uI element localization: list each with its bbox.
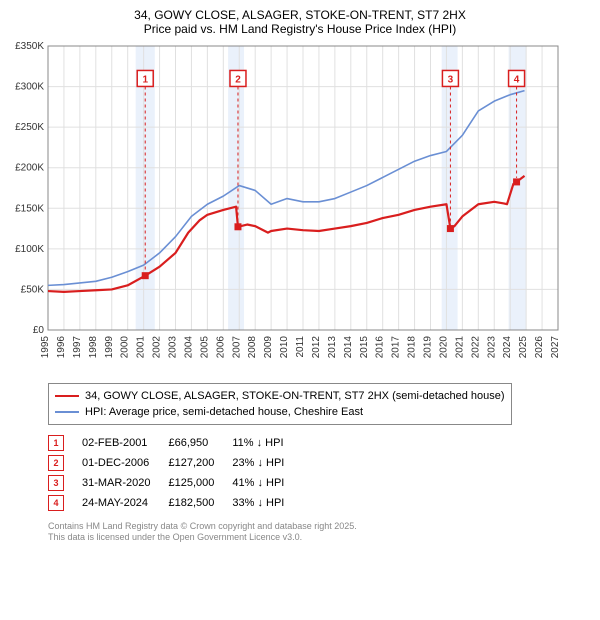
svg-text:2022: 2022: [470, 336, 481, 359]
title-line1: 34, GOWY CLOSE, ALSAGER, STOKE-ON-TRENT,…: [8, 8, 592, 22]
chart-title: 34, GOWY CLOSE, ALSAGER, STOKE-ON-TRENT,…: [8, 8, 592, 36]
event-price: £125,000: [168, 473, 232, 493]
event-date: 02-FEB-2001: [82, 433, 168, 453]
legend: 34, GOWY CLOSE, ALSAGER, STOKE-ON-TRENT,…: [48, 383, 512, 425]
svg-text:£200K: £200K: [15, 163, 44, 174]
legend-label: HPI: Average price, semi-detached house,…: [85, 406, 363, 418]
svg-text:4: 4: [514, 74, 520, 85]
svg-text:2016: 2016: [375, 336, 386, 359]
svg-text:2007: 2007: [231, 336, 242, 359]
svg-text:£0: £0: [33, 325, 45, 336]
svg-text:2027: 2027: [550, 336, 561, 359]
svg-text:2001: 2001: [136, 336, 147, 359]
event-price: £127,200: [168, 453, 232, 473]
event-delta: 23% ↓ HPI: [232, 453, 302, 473]
table-row: 3 31-MAR-2020£125,00041% ↓ HPI: [48, 473, 302, 493]
svg-text:2015: 2015: [359, 336, 370, 359]
fineprint-line2: This data is licensed under the Open Gov…: [48, 532, 592, 543]
svg-text:1999: 1999: [104, 336, 115, 359]
svg-text:2003: 2003: [168, 336, 179, 359]
svg-text:2026: 2026: [534, 336, 545, 359]
table-row: 1 02-FEB-2001£66,95011% ↓ HPI: [48, 433, 302, 453]
svg-text:2002: 2002: [152, 336, 163, 359]
svg-text:3: 3: [448, 74, 454, 85]
legend-row: HPI: Average price, semi-detached house,…: [55, 404, 505, 420]
svg-text:1: 1: [142, 74, 148, 85]
svg-text:£150K: £150K: [15, 203, 44, 214]
table-row: 4 24-MAY-2024£182,50033% ↓ HPI: [48, 493, 302, 513]
svg-text:2018: 2018: [407, 336, 418, 359]
event-delta: 33% ↓ HPI: [232, 493, 302, 513]
event-date: 31-MAR-2020: [82, 473, 168, 493]
title-line2: Price paid vs. HM Land Registry's House …: [8, 22, 592, 36]
legend-swatch: [55, 395, 79, 397]
legend-row: 34, GOWY CLOSE, ALSAGER, STOKE-ON-TRENT,…: [55, 388, 505, 404]
svg-text:2020: 2020: [438, 336, 449, 359]
svg-text:£250K: £250K: [15, 122, 44, 133]
event-delta: 41% ↓ HPI: [232, 473, 302, 493]
legend-swatch: [55, 411, 79, 413]
svg-text:2023: 2023: [486, 336, 497, 359]
event-marker-icon: 4: [48, 495, 64, 511]
event-marker-icon: 2: [48, 455, 64, 471]
legend-label: 34, GOWY CLOSE, ALSAGER, STOKE-ON-TRENT,…: [85, 390, 505, 402]
svg-text:£100K: £100K: [15, 244, 44, 255]
event-date: 24-MAY-2024: [82, 493, 168, 513]
fineprint: Contains HM Land Registry data © Crown c…: [48, 521, 592, 543]
event-table: 1 02-FEB-2001£66,95011% ↓ HPI 2 01-DEC-2006…: [48, 433, 302, 513]
svg-text:2019: 2019: [423, 336, 434, 359]
svg-text:1998: 1998: [88, 336, 99, 359]
svg-text:1996: 1996: [56, 336, 67, 359]
svg-text:2021: 2021: [454, 336, 465, 359]
fineprint-line1: Contains HM Land Registry data © Crown c…: [48, 521, 592, 532]
svg-text:£50K: £50K: [21, 284, 45, 295]
svg-text:2014: 2014: [343, 336, 354, 359]
svg-text:2004: 2004: [183, 336, 194, 359]
event-delta: 11% ↓ HPI: [232, 433, 302, 453]
svg-text:2010: 2010: [279, 336, 290, 359]
svg-text:1997: 1997: [72, 336, 83, 359]
svg-text:2017: 2017: [391, 336, 402, 359]
svg-text:2011: 2011: [295, 336, 306, 358]
event-marker-icon: 3: [48, 475, 64, 491]
table-row: 2 01-DEC-2006£127,20023% ↓ HPI: [48, 453, 302, 473]
svg-text:1995: 1995: [40, 336, 51, 359]
svg-text:2009: 2009: [263, 336, 274, 359]
svg-text:2012: 2012: [311, 336, 322, 359]
event-marker-icon: 1: [48, 435, 64, 451]
svg-text:2: 2: [235, 74, 241, 85]
svg-text:£300K: £300K: [15, 82, 44, 93]
svg-text:£350K: £350K: [15, 41, 44, 52]
svg-text:2006: 2006: [215, 336, 226, 359]
svg-text:2008: 2008: [247, 336, 258, 359]
svg-text:2024: 2024: [502, 336, 513, 359]
chart-area: £0 £50K £100K £150K £200K £250K £300K £350K 1995…: [8, 40, 592, 375]
event-price: £182,500: [168, 493, 232, 513]
event-price: £66,950: [168, 433, 232, 453]
svg-text:2025: 2025: [518, 336, 529, 359]
svg-text:2005: 2005: [199, 336, 210, 359]
svg-text:2000: 2000: [120, 336, 131, 359]
svg-text:2013: 2013: [327, 336, 338, 359]
event-date: 01-DEC-2006: [82, 453, 168, 473]
line-chart: £0 £50K £100K £150K £200K £250K £300K £350K 1995…: [8, 40, 568, 370]
